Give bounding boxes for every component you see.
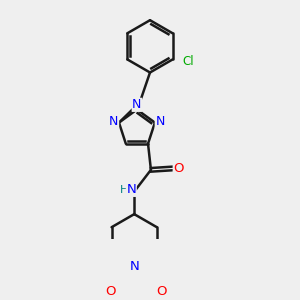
Text: N: N	[132, 98, 142, 111]
Text: O: O	[173, 162, 184, 175]
Text: Cl: Cl	[182, 55, 194, 68]
Text: O: O	[157, 285, 167, 298]
Text: N: N	[155, 116, 165, 128]
Text: N: N	[109, 116, 119, 128]
Text: N: N	[126, 183, 136, 196]
Text: O: O	[105, 285, 116, 298]
Text: H: H	[120, 185, 129, 195]
Text: N: N	[129, 260, 139, 273]
